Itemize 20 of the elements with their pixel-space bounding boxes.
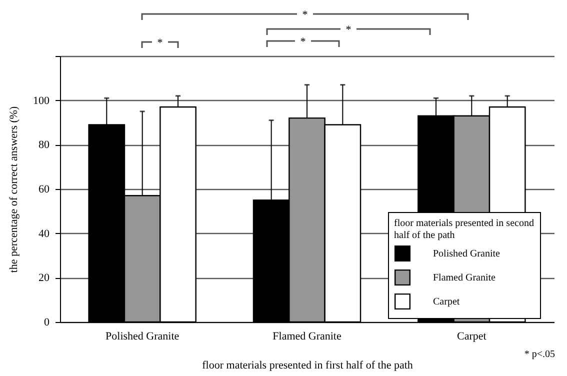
y-tick-label: 40	[38, 228, 50, 240]
y-tick-label: 80	[38, 139, 50, 152]
x-axis-title: floor materials presented in first half of the path	[202, 360, 414, 372]
significance-bracket: *	[266, 36, 340, 48]
x-tick-label: Flamed Granite	[272, 330, 342, 342]
significance-bracket: *	[141, 9, 469, 21]
x-tick-label: Polished Granite	[106, 330, 180, 342]
y-tick-label: 20	[38, 272, 50, 284]
y-tick-label: 100	[33, 94, 50, 107]
x-tick-label: Carpet	[457, 330, 486, 342]
legend-label: Flamed Granite	[433, 272, 496, 284]
y-axis-title: the percentage of correct answers (%)	[8, 106, 20, 273]
significance-bracket: *	[141, 37, 179, 49]
y-tick-label: 0	[44, 316, 50, 328]
legend-label: Carpet	[433, 296, 460, 308]
legend-label: Polished Granite	[433, 248, 500, 260]
significance-bracket: *	[266, 24, 431, 36]
text: * p<.05	[524, 349, 555, 360]
y-tick-label: 60	[38, 184, 50, 196]
legend-title: floor materials presented in second half of the path	[394, 218, 534, 241]
